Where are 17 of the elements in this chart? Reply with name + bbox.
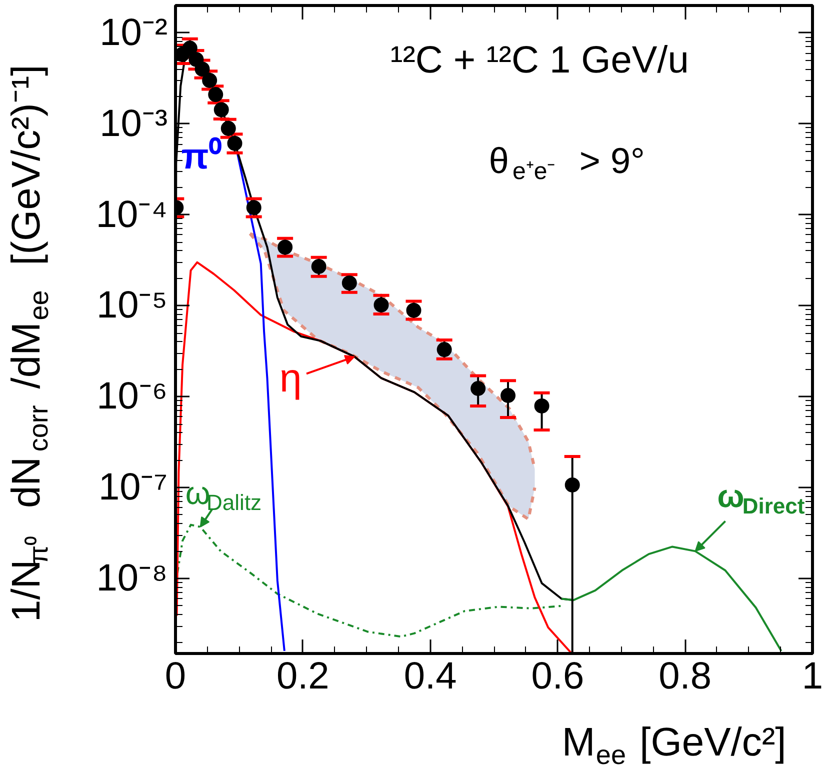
y-tick-label: 10⁻⁵	[96, 284, 168, 327]
y-tick-label: 10⁻⁶	[96, 376, 168, 418]
y-tick-label: 10⁻⁷	[98, 466, 168, 509]
x-tick-label: 1	[802, 656, 824, 698]
y-tick-label: 10⁻³	[100, 102, 168, 145]
y-axis-title: 1/Nπ⁰ dNcorr/dMee [(GeV/c²)⁻¹]	[4, 64, 54, 622]
x-tick-label: 0.8	[658, 656, 712, 698]
y-tick-label: 10⁻⁴	[96, 194, 168, 236]
x-tick-label: 0	[164, 656, 186, 698]
legend-label: η	[279, 356, 302, 401]
series-label: π⁰	[181, 135, 222, 176]
annotation: ¹²C + ¹²C 1 GeV/u	[390, 40, 689, 82]
y-tick-label: 10⁻²	[100, 12, 168, 54]
x-tick-label: 0.2	[276, 656, 330, 698]
y-tick-label: 10⁻⁸	[96, 558, 168, 600]
x-tick-label: 0.4	[404, 656, 457, 698]
x-tick-label: 0.6	[531, 656, 584, 698]
